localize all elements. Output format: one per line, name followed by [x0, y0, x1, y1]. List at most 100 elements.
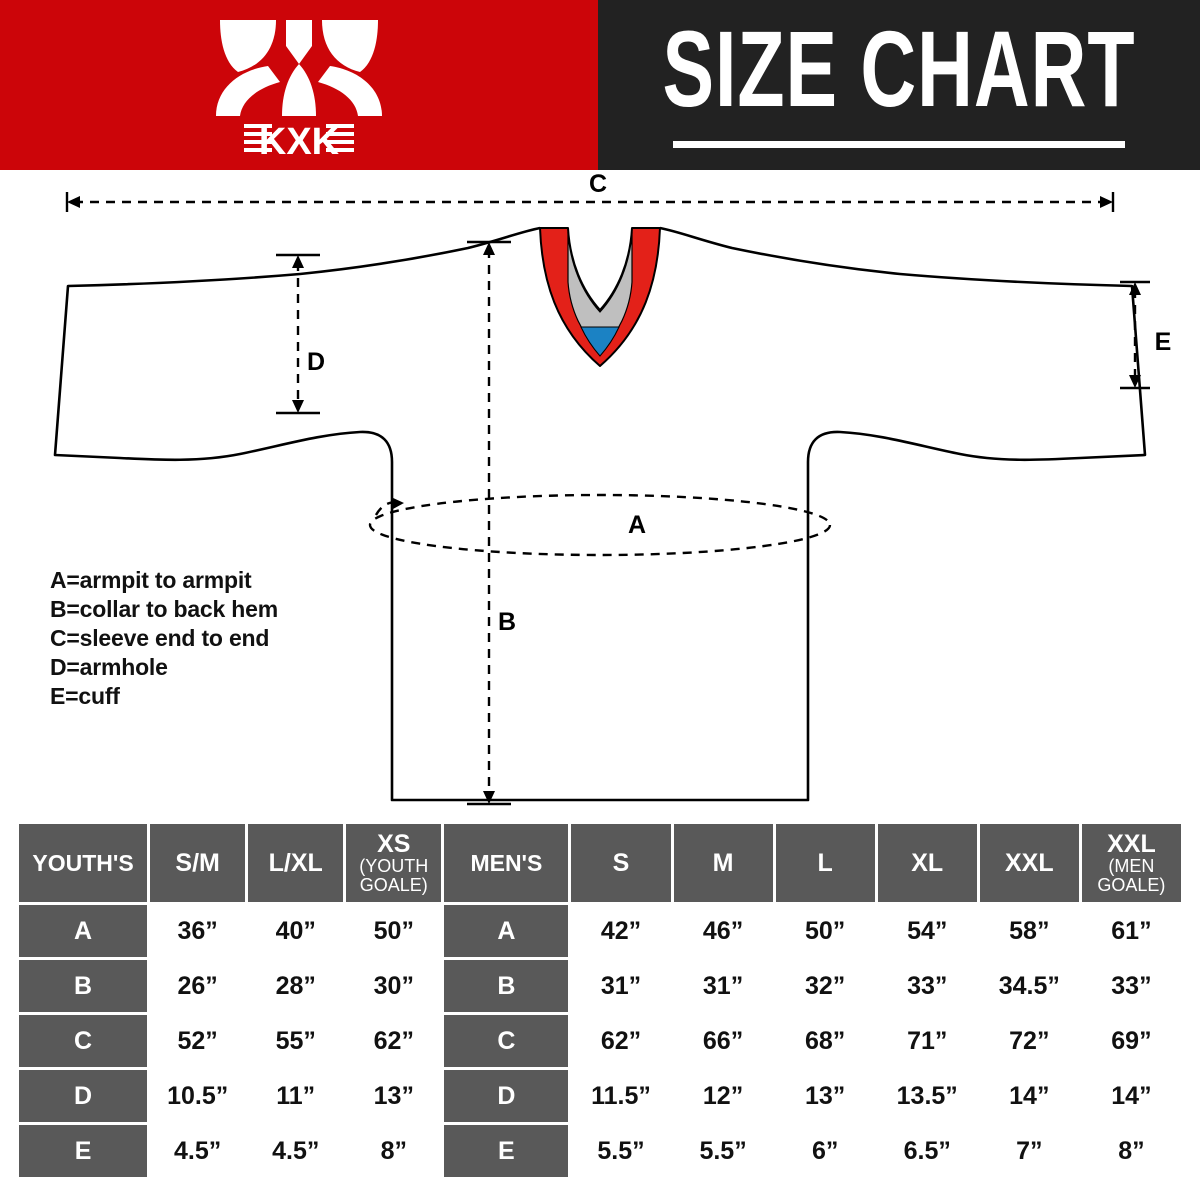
row-d-youth-label: D [19, 1070, 148, 1122]
row-b-men-xxl-goale: 33” [1081, 960, 1181, 1012]
row-d-men-s: 11.5” [571, 1070, 671, 1122]
size-table: YOUTH'S S/M L/XL XS (YOUTH GOALE) MEN'S … [16, 821, 1184, 1180]
row-c-men-m: 66” [673, 1015, 773, 1067]
row-a-men-xxl-goale: 61” [1081, 905, 1181, 957]
row-e-men-s: 5.5” [571, 1125, 671, 1177]
row-e-youth-xs: 8” [346, 1125, 442, 1177]
row-c-men-l: 68” [775, 1015, 875, 1067]
header-youth-lxl-label: L/XL [268, 848, 323, 877]
header-men-s: S [571, 824, 671, 902]
row-b-youth-lxl: 28” [248, 960, 344, 1012]
row-e-men-xxl-goale: 8” [1081, 1125, 1181, 1177]
header-youth-xs: XS (YOUTH GOALE) [346, 824, 442, 902]
row-c-youth-sm: 52” [150, 1015, 246, 1067]
row-c-men-xl: 71” [877, 1015, 977, 1067]
header-men-s-label: S [612, 848, 630, 877]
dimension-d [276, 253, 320, 415]
row-d-youth-xs: 13” [346, 1070, 442, 1122]
row-a-men-xxl: 58” [979, 905, 1079, 957]
row-b-men-l: 32” [775, 960, 875, 1012]
header-men-xxl-goale-sub: (MEN GOALE) [1097, 856, 1166, 896]
row-d-men-l: 13” [775, 1070, 875, 1122]
row-b-youth-xs: 30” [346, 960, 442, 1012]
row-c-men-xxl-goale: 69” [1081, 1015, 1181, 1067]
dimension-b [467, 240, 511, 806]
row-e-men-label: E [444, 1125, 569, 1177]
jersey-outline [53, 226, 1147, 802]
collar-blue-tip [580, 326, 620, 357]
row-c-youth-lxl: 55” [248, 1015, 344, 1067]
row-c-youth-xs: 62” [346, 1015, 442, 1067]
row-a-youth-lxl: 40” [248, 905, 344, 957]
row-b-men-m: 31” [673, 960, 773, 1012]
header-men-m: M [673, 824, 773, 902]
header-bar: KXK SIZE CHART [0, 0, 1200, 170]
row-a-men-s: 42” [571, 905, 671, 957]
row-e-youth-lxl: 4.5” [248, 1125, 344, 1177]
header-men-xxl-goale: XXL (MEN GOALE) [1081, 824, 1181, 902]
dimension-a-label: A [628, 511, 646, 539]
row-c-men-xxl: 72” [979, 1015, 1079, 1067]
row-c-men-s: 62” [571, 1015, 671, 1067]
row-b-men-label: B [444, 960, 569, 1012]
row-e-youth-sm: 4.5” [150, 1125, 246, 1177]
row-d-men-label: D [444, 1070, 569, 1122]
row-a-men-label: A [444, 905, 569, 957]
jersey-diagram: C D [0, 170, 1200, 820]
row-b-men-xxl: 34.5” [979, 960, 1079, 1012]
header-men-xxl-goale-label: XXL [1107, 829, 1156, 858]
header-youths: YOUTH'S [19, 824, 148, 902]
header-youth-xs-label: XS [377, 829, 411, 858]
svg-text:KXK: KXK [259, 121, 340, 158]
size-table-body: YOUTH'S S/M L/XL XS (YOUTH GOALE) MEN'S … [19, 824, 1181, 1177]
row-e-men-xxl: 7” [979, 1125, 1079, 1177]
header-mens: MEN'S [444, 824, 569, 902]
row-a-youth-xs: 50” [346, 905, 442, 957]
header-men-xl: XL [877, 824, 977, 902]
legend-line-b: B=collar to back hem [50, 595, 278, 622]
dimension-c-label: C [589, 170, 607, 198]
row-b-youth-label: B [19, 960, 148, 1012]
row-a-men-xl: 54” [877, 905, 977, 957]
title-underline [673, 140, 1125, 148]
table-row: A 36” 40” 50” A 42” 46” 50” 54” 58” 61” [19, 905, 1181, 957]
dimension-a [368, 493, 832, 557]
kxk-logo-icon: KXK [216, 20, 382, 158]
row-e-men-m: 5.5” [673, 1125, 773, 1177]
row-b-men-xl: 33” [877, 960, 977, 1012]
row-a-youth-sm: 36” [150, 905, 246, 957]
row-e-men-l: 6” [775, 1125, 875, 1177]
page-title: SIZE CHART [662, 8, 1136, 129]
header-youth-sm-label: S/M [175, 848, 220, 877]
row-c-men-label: C [444, 1015, 569, 1067]
header-youth-lxl: L/XL [248, 824, 344, 902]
dimension-d-label: D [307, 348, 325, 376]
row-a-men-m: 46” [673, 905, 773, 957]
legend-line-e: E=cuff [50, 682, 120, 709]
row-e-men-xl: 6.5” [877, 1125, 977, 1177]
brand-panel: KXK [0, 0, 598, 170]
row-d-men-xl: 13.5” [877, 1070, 977, 1122]
dimension-e-label: E [1155, 328, 1172, 356]
header-men-l-label: L [817, 848, 833, 877]
header-youth-xs-sub: (YOUTH GOALE) [359, 856, 429, 896]
row-b-men-s: 31” [571, 960, 671, 1012]
table-row: C 52” 55” 62” C 62” 66” 68” 71” 72” 69” [19, 1015, 1181, 1067]
row-e-youth-label: E [19, 1125, 148, 1177]
table-header-row: YOUTH'S S/M L/XL XS (YOUTH GOALE) MEN'S … [19, 824, 1181, 902]
row-c-youth-label: C [19, 1015, 148, 1067]
header-men-xxl: XXL [979, 824, 1079, 902]
row-b-youth-sm: 26” [150, 960, 246, 1012]
row-d-youth-lxl: 11” [248, 1070, 344, 1122]
row-a-youth-label: A [19, 905, 148, 957]
row-d-men-m: 12” [673, 1070, 773, 1122]
legend-line-c: C=sleeve end to end [50, 624, 270, 651]
row-a-men-l: 50” [775, 905, 875, 957]
dimension-e [1120, 280, 1150, 390]
header-men-xxl-label: XXL [1004, 848, 1054, 877]
header-men-l: L [775, 824, 875, 902]
legend-line-a: A=armpit to armpit [50, 567, 252, 593]
dimension-b-label: B [498, 608, 516, 636]
dimension-c [65, 192, 1115, 212]
